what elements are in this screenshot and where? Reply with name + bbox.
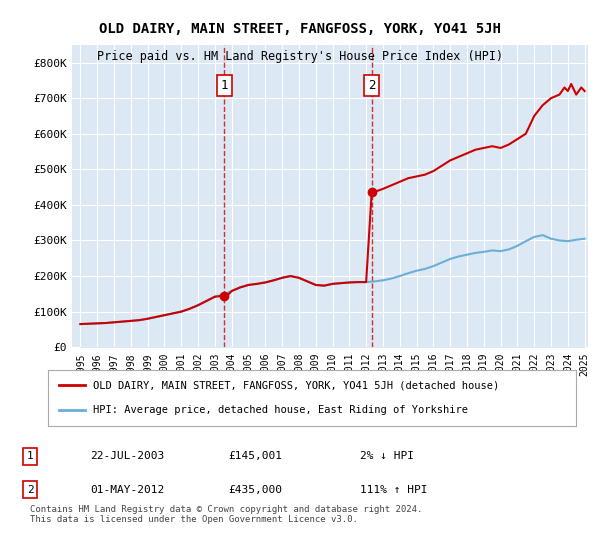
Text: Price paid vs. HM Land Registry's House Price Index (HPI): Price paid vs. HM Land Registry's House … xyxy=(97,50,503,63)
Text: 01-MAY-2012: 01-MAY-2012 xyxy=(90,484,164,494)
Text: 111% ↑ HPI: 111% ↑ HPI xyxy=(360,484,427,494)
Text: 2% ↓ HPI: 2% ↓ HPI xyxy=(360,451,414,461)
Text: 1: 1 xyxy=(26,451,34,461)
Text: 2: 2 xyxy=(368,79,376,92)
Text: 2: 2 xyxy=(26,484,34,494)
Text: £145,001: £145,001 xyxy=(228,451,282,461)
Text: OLD DAIRY, MAIN STREET, FANGFOSS, YORK, YO41 5JH: OLD DAIRY, MAIN STREET, FANGFOSS, YORK, … xyxy=(99,22,501,36)
Text: £435,000: £435,000 xyxy=(228,484,282,494)
Text: OLD DAIRY, MAIN STREET, FANGFOSS, YORK, YO41 5JH (detached house): OLD DAIRY, MAIN STREET, FANGFOSS, YORK, … xyxy=(93,380,499,390)
Text: 22-JUL-2003: 22-JUL-2003 xyxy=(90,451,164,461)
Text: HPI: Average price, detached house, East Riding of Yorkshire: HPI: Average price, detached house, East… xyxy=(93,405,468,415)
Text: 1: 1 xyxy=(220,79,228,92)
Text: Contains HM Land Registry data © Crown copyright and database right 2024.
This d: Contains HM Land Registry data © Crown c… xyxy=(30,505,422,524)
